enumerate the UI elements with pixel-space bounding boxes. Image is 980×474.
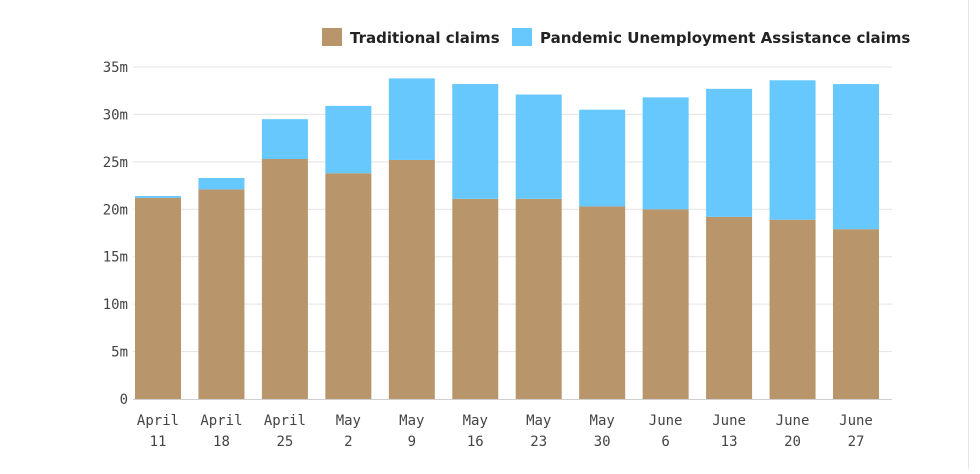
y-tick-label: 30m bbox=[103, 107, 128, 123]
bar-pua-claims bbox=[515, 94, 562, 199]
bar-pua-claims bbox=[388, 78, 435, 160]
x-tick-label-day: 18 bbox=[213, 434, 230, 450]
x-tick-label-month: April bbox=[200, 413, 242, 429]
bar-pua-claims bbox=[325, 105, 372, 174]
bar-traditional-claims bbox=[833, 229, 879, 399]
y-axis: 0 5m 10m 15m 20m 25m 30m 35m bbox=[103, 60, 128, 408]
x-tick-label-month: May bbox=[590, 413, 615, 429]
bar-pua-claims bbox=[198, 177, 245, 190]
x-tick-label-day: 25 bbox=[276, 434, 293, 450]
gridlines bbox=[133, 66, 892, 353]
bar-pua-claims bbox=[579, 109, 626, 207]
x-axis: April 11 April 18 April 25 May 2 May 9 May 16 May 23 M… bbox=[133, 399, 892, 450]
x-tick-label-day: 13 bbox=[721, 434, 738, 450]
x-tick-label-month: June bbox=[839, 413, 873, 429]
bar-traditional-claims bbox=[515, 198, 562, 399]
y-tick-label: 25m bbox=[103, 155, 128, 171]
x-tick-label-day: 2 bbox=[344, 434, 352, 450]
x-tick-label-month: June bbox=[712, 413, 746, 429]
bar-pua-claims bbox=[135, 196, 181, 198]
bar-traditional-claims bbox=[261, 159, 308, 399]
bars bbox=[135, 78, 879, 399]
x-tick-label-month: May bbox=[526, 413, 551, 429]
legend-item-traditional-label: Traditional claims bbox=[350, 29, 500, 47]
bar-traditional-claims bbox=[452, 198, 499, 399]
x-tick-label-day: 6 bbox=[661, 434, 669, 450]
bar-pua-claims bbox=[642, 97, 689, 210]
y-tick-label: 35m bbox=[103, 60, 128, 76]
x-tick-label-month: May bbox=[399, 413, 424, 429]
y-tick-label: 20m bbox=[103, 202, 128, 218]
x-tick-label-month: May bbox=[336, 413, 361, 429]
bar-traditional-claims bbox=[388, 159, 435, 399]
x-tick-label-day: 30 bbox=[594, 434, 611, 450]
x-tick-label-day: 20 bbox=[784, 434, 801, 450]
bar-traditional-claims bbox=[642, 209, 689, 399]
x-tick-label-month: May bbox=[463, 413, 488, 429]
legend: Traditional claims Pandemic Unemployment … bbox=[322, 28, 910, 47]
legend-item-pua-label: Pandemic Unemployment Assistance claims bbox=[540, 29, 910, 47]
bar-pua-claims bbox=[706, 88, 753, 217]
bar-traditional-claims bbox=[325, 173, 372, 399]
x-tick-label-day: 16 bbox=[467, 434, 484, 450]
x-tick-label-day: 9 bbox=[408, 434, 416, 450]
x-tick-label-month: April bbox=[137, 413, 179, 429]
x-tick-label-day: 11 bbox=[150, 434, 167, 450]
bar-pua-claims bbox=[769, 80, 816, 220]
bar-traditional-claims bbox=[769, 219, 816, 399]
x-tick-label-month: June bbox=[649, 413, 683, 429]
x-tick-label-month: June bbox=[776, 413, 810, 429]
bar-pua-claims bbox=[452, 84, 499, 199]
bar-traditional-claims bbox=[135, 197, 181, 399]
legend-item-pua-swatch bbox=[512, 28, 532, 46]
x-tick-label-day: 23 bbox=[530, 434, 547, 450]
y-tick-label: 0 bbox=[120, 392, 128, 408]
x-tick-label-day: 27 bbox=[848, 434, 865, 450]
frame-divider bbox=[968, 0, 969, 469]
y-tick-label: 5m bbox=[111, 345, 128, 361]
bar-pua-claims bbox=[833, 84, 879, 230]
y-tick-label: 15m bbox=[103, 250, 128, 266]
y-tick-label: 10m bbox=[103, 297, 128, 313]
bar-pua-claims bbox=[261, 119, 308, 160]
bar-traditional-claims bbox=[198, 189, 245, 399]
bar-traditional-claims bbox=[579, 206, 626, 399]
bar-traditional-claims bbox=[706, 216, 753, 399]
legend-item-traditional-swatch bbox=[322, 28, 342, 46]
x-tick-label-month: April bbox=[264, 413, 306, 429]
